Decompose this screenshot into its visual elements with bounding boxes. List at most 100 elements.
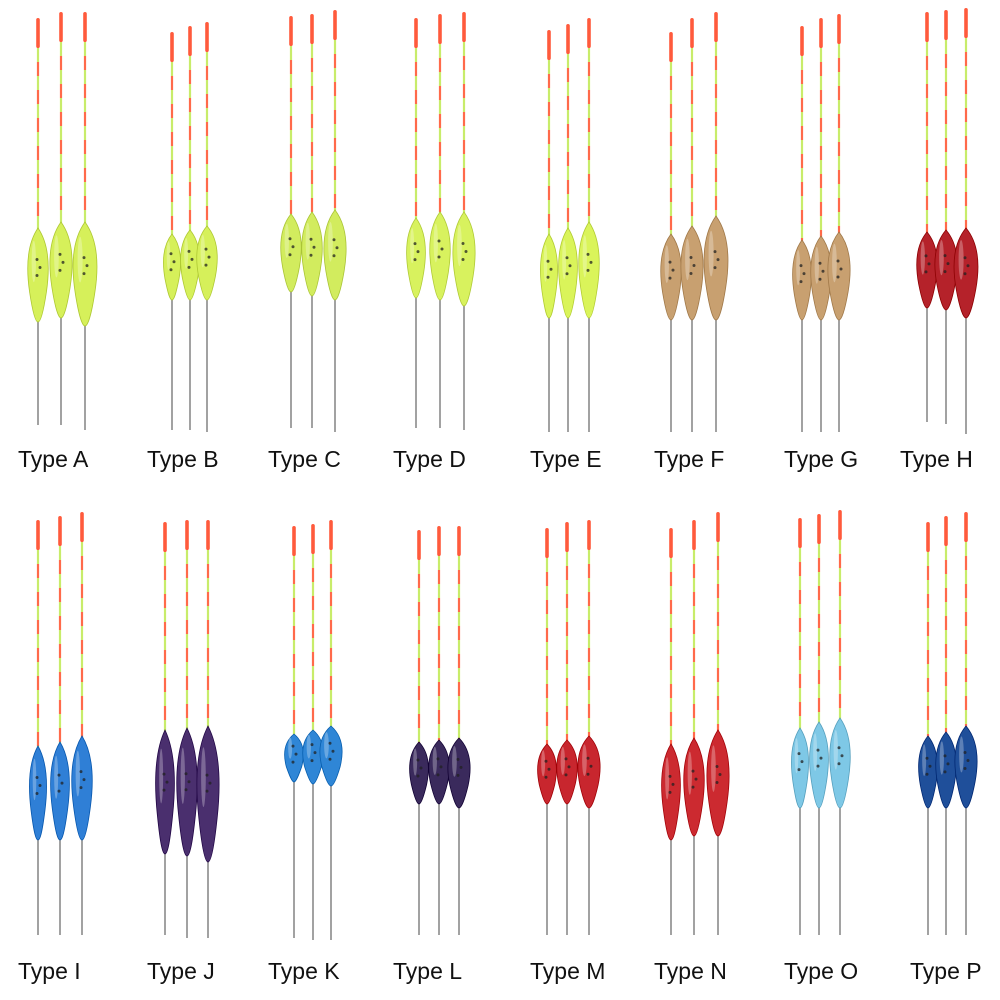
float-marking [331,749,335,753]
float-highlight [794,738,799,774]
float-marking [689,271,693,275]
float-marking [79,786,83,790]
fishing-float [429,14,451,428]
float-tip [714,12,718,42]
float-marking [162,772,166,776]
float-highlight [184,238,189,269]
float-highlight [284,223,289,258]
float-marking [818,277,822,281]
float-body [155,729,175,855]
float-marking [802,272,806,276]
fishing-float [934,10,958,424]
float-marking [715,781,719,785]
fishing-float [537,528,557,935]
float-marking [35,791,39,795]
float-marking [797,752,801,756]
label-type-n: Type N [654,958,727,984]
float-marking [416,774,420,778]
float-marking [819,756,823,760]
float-marking [456,757,460,761]
float-marking [565,256,569,260]
fishing-float [323,10,347,432]
fishing-float [447,526,471,935]
float-tip [964,512,968,542]
float-marking [586,268,590,272]
float-marking [205,773,209,777]
float-tip [414,18,418,48]
label-type-d: Type D [393,446,466,472]
float-body [447,737,471,809]
float-marking [85,264,89,268]
float-tip [80,512,84,542]
float-marking [38,265,42,269]
float-highlight [180,747,185,804]
float-tip [333,10,337,40]
float-marking [461,241,465,245]
float-highlight [959,736,964,773]
float-highlight [159,748,164,804]
float-body [284,733,304,783]
fishing-float [409,530,429,935]
fishing-float [302,524,324,940]
label-type-h: Type H [900,446,973,472]
float-marking [204,247,208,251]
float-group-a [27,12,98,430]
float-marking [821,269,825,273]
float-highlight [796,250,801,286]
float-group-f [660,12,729,432]
float-tip [462,12,466,42]
float-group-k [284,520,343,940]
float-tip [944,516,948,546]
label-type-i: Type I [18,958,81,984]
float-marking [927,262,931,266]
float-highlight [685,238,690,281]
float-marking [668,774,672,778]
float-marking [291,744,295,748]
float-marking [924,254,928,258]
float-tip [329,520,333,550]
float-highlight [201,747,206,808]
fishing-float [155,522,175,935]
float-highlight [833,730,838,770]
fishing-float [791,518,809,935]
float-highlight [582,235,587,278]
float-group-m [537,520,601,935]
fishing-float [180,26,200,430]
float-marking [419,766,423,770]
float-marking [839,267,843,271]
float-marking [169,268,173,272]
fishing-float [406,18,426,428]
float-group-g [792,14,851,432]
fishing-float [661,528,681,935]
float-marking [691,769,695,773]
float-marking [943,754,947,758]
float-tip [36,18,40,48]
label-type-g: Type G [784,446,859,472]
float-marking [187,265,191,269]
float-group-n [661,512,730,935]
float-highlight [832,243,837,283]
float-marking [713,266,717,270]
fishing-float [301,14,323,428]
fishing-float [196,520,220,938]
float-marking [963,750,967,754]
fishing-float [810,18,832,432]
fishing-float [953,8,979,434]
float-tip [545,528,549,558]
float-marking [799,264,803,268]
fishing-float [706,512,730,935]
label-type-f: Type F [654,446,725,472]
float-tip [170,32,174,62]
float-tip [926,522,930,552]
float-marking [335,246,339,250]
label-type-e: Type E [530,446,602,472]
float-tip [587,18,591,48]
float-highlight [432,746,437,775]
fishing-float [935,516,957,935]
fishing-float [829,510,851,935]
float-marking [816,764,820,768]
float-marking [313,751,317,755]
float-marking [413,258,417,262]
float-marking [836,259,840,263]
float-body [935,731,957,809]
